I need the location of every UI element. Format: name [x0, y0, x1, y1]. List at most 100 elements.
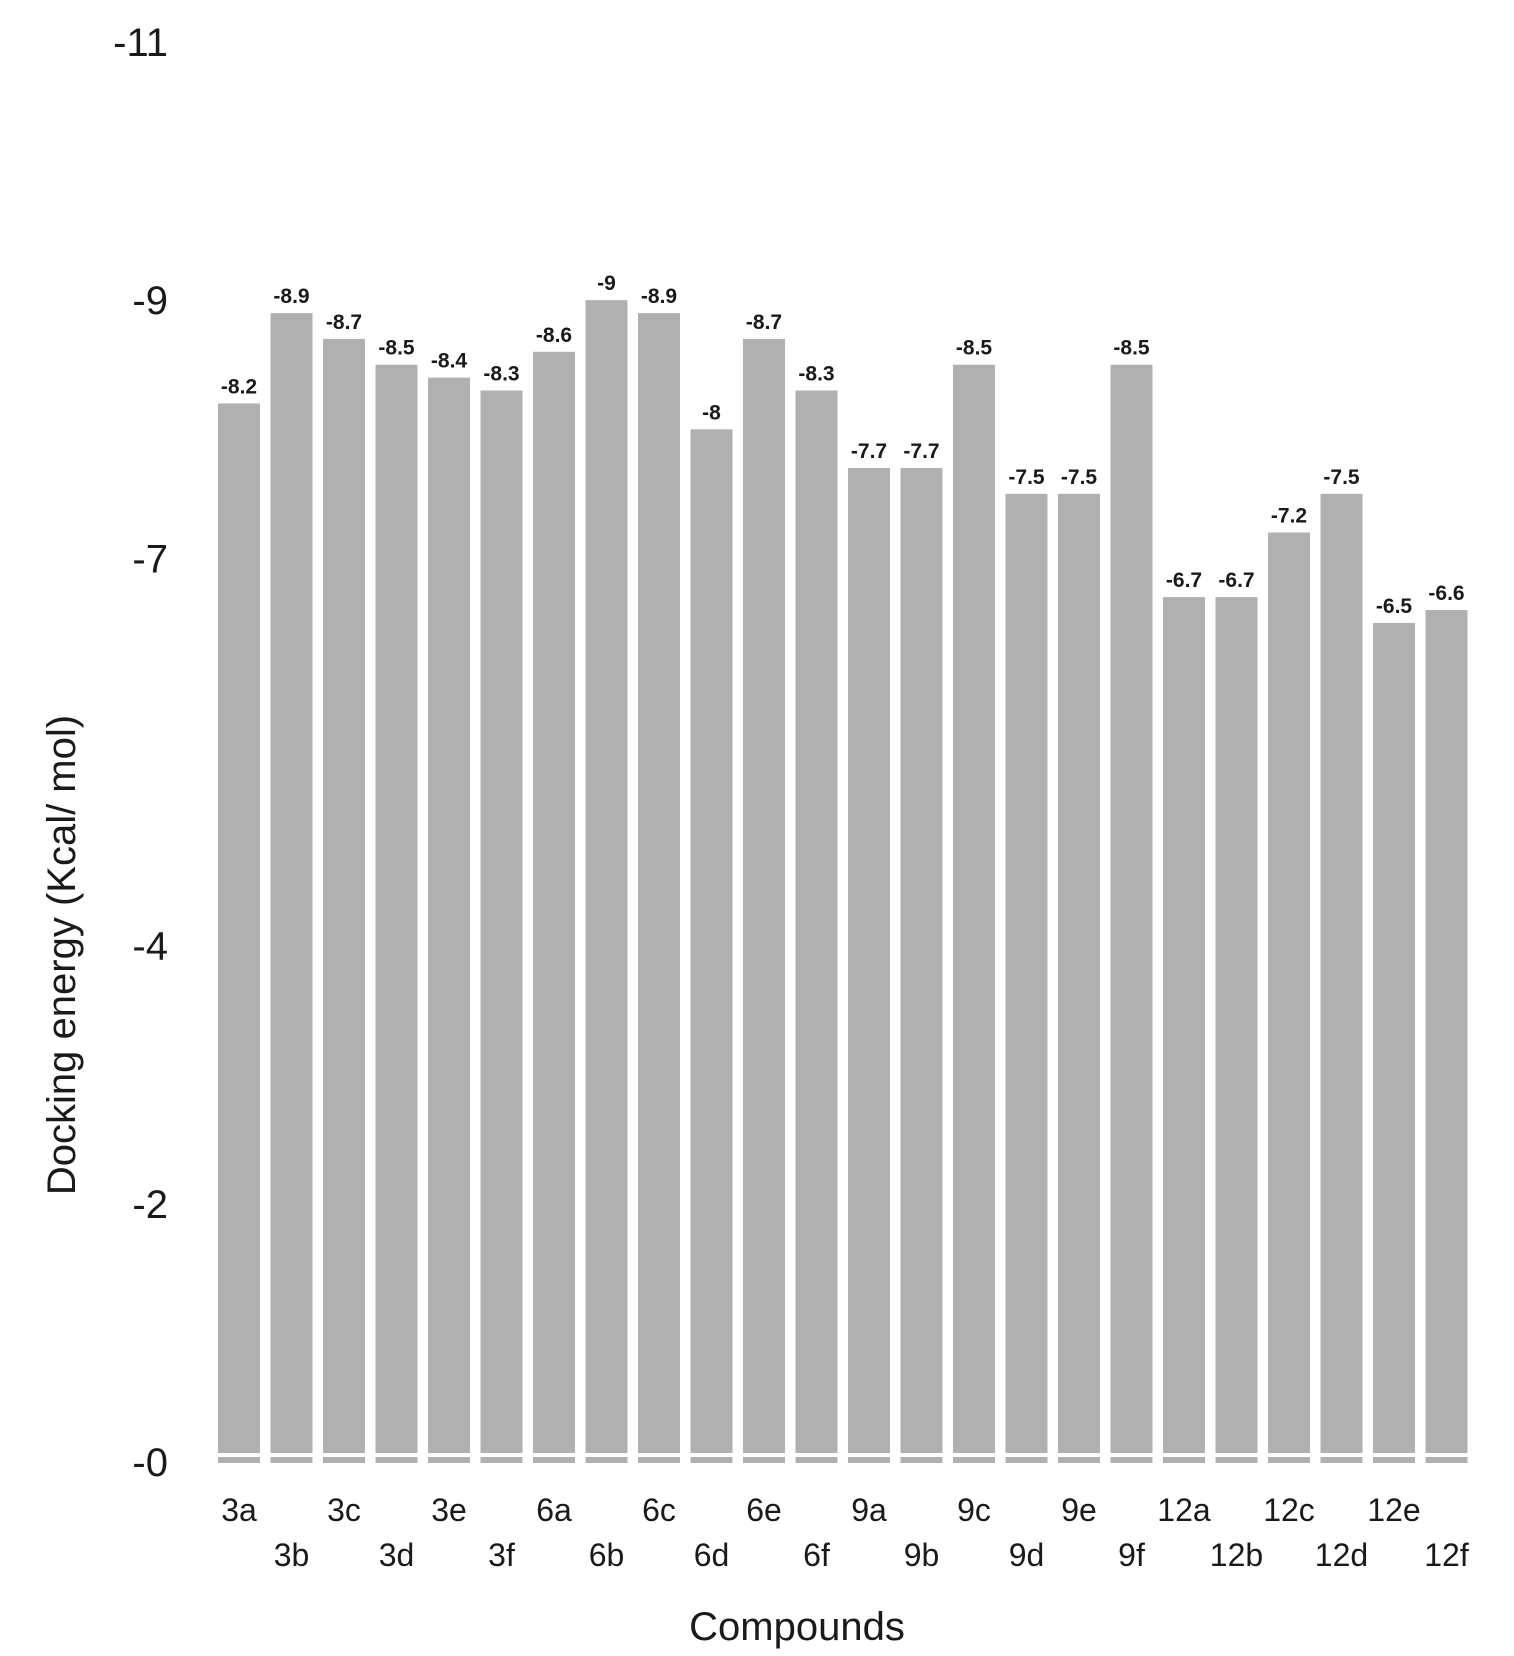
data-label-9e: -7.5 [1061, 466, 1098, 489]
bar-base-9e [1058, 1457, 1100, 1463]
y-tick-label: -0 [132, 1441, 168, 1485]
bar-base-3b [270, 1457, 313, 1463]
bar-base-12b [1215, 1457, 1258, 1463]
bar-base-12a [1163, 1457, 1205, 1463]
bar-base-12c [1268, 1457, 1310, 1463]
data-label-9d: -7.5 [1008, 466, 1045, 489]
bar-6f [795, 390, 838, 1454]
bar-6d [690, 429, 733, 1454]
y-tick-label: -9 [132, 279, 168, 323]
data-label-9a: -7.7 [851, 440, 887, 463]
x-tick-label-12c: 12c [1263, 1492, 1315, 1528]
data-label-3b: -8.9 [273, 285, 309, 308]
bar-9b [900, 468, 943, 1453]
x-tick-label-3c: 3c [327, 1492, 361, 1528]
bar-12f [1425, 610, 1468, 1453]
bar-12e [1373, 622, 1415, 1453]
x-tick-label-9e: 9e [1061, 1492, 1097, 1528]
bar-6b [585, 300, 628, 1453]
bar-base-3e [428, 1457, 470, 1463]
bar-base-3d [375, 1457, 418, 1463]
data-label-6c: -8.9 [641, 285, 677, 308]
x-tick-label-9b: 9b [904, 1537, 940, 1573]
bar-12d [1320, 493, 1363, 1453]
bar-9d [1005, 493, 1048, 1453]
x-tick-label-12a: 12a [1157, 1492, 1211, 1528]
data-label-9c: -8.5 [956, 337, 993, 360]
data-label-6d: -8 [702, 401, 721, 424]
bar-base-3a [218, 1457, 260, 1463]
x-tick-label-9c: 9c [957, 1492, 991, 1528]
data-label-12c: -7.2 [1271, 505, 1307, 528]
bar-base-3c [323, 1457, 365, 1463]
data-label-6f: -8.3 [798, 363, 834, 386]
x-tick-label-12e: 12e [1367, 1492, 1420, 1528]
x-tick-label-12f: 12f [1424, 1537, 1469, 1573]
bar-base-9d [1005, 1457, 1048, 1463]
bar-base-12f [1425, 1457, 1468, 1463]
data-labels-group: -8.2 -8.9 -8.7 -8.5 -8.4 -8.3 -8.6 -9 -8.9 -8 -8.7… [221, 272, 1465, 618]
data-label-3f: -8.3 [483, 363, 519, 386]
x-tick-label-6f: 6f [803, 1537, 830, 1573]
x-tick-label-6c: 6c [642, 1492, 676, 1528]
x-tick-label-12d: 12d [1315, 1537, 1368, 1573]
bar-12a [1163, 597, 1205, 1453]
x-tick-label-3a: 3a [221, 1492, 257, 1528]
bar-base-9a [848, 1457, 890, 1463]
bar-6a [533, 351, 575, 1454]
x-tick-label-6a: 6a [536, 1492, 572, 1528]
x-tick-label-6e: 6e [746, 1492, 782, 1528]
bar-base-3f [480, 1457, 523, 1463]
data-label-12b: -6.7 [1218, 569, 1254, 592]
data-label-12a: -6.7 [1166, 569, 1202, 592]
data-label-6e: -8.7 [746, 311, 782, 334]
bar-6c [638, 313, 680, 1453]
bar-base-6f [795, 1457, 838, 1463]
x-tick-label-3e: 3e [431, 1492, 467, 1528]
bar-3e [428, 377, 470, 1453]
bar-base-6a [533, 1457, 575, 1463]
data-label-3e: -8.4 [431, 350, 468, 373]
data-label-6b: -9 [597, 272, 616, 295]
y-axis-ticks: -0 -2 -4 -7 -9 -11 [113, 21, 168, 1485]
bar-base-6c [638, 1457, 680, 1463]
bar-6e [743, 338, 785, 1454]
x-axis-title: Compounds [689, 1605, 905, 1649]
data-label-9f: -8.5 [1113, 337, 1150, 360]
data-label-3d: -8.5 [378, 337, 415, 360]
bar-3a [218, 403, 260, 1453]
bar-base-9c [953, 1457, 995, 1463]
bar-base-9f [1110, 1457, 1153, 1463]
bar-9a [848, 468, 890, 1453]
data-label-12e: -6.5 [1376, 595, 1413, 618]
bar-3b [270, 313, 313, 1453]
x-tick-label-9f: 9f [1118, 1537, 1145, 1573]
y-axis-title: Docking energy (Kcal/ mol) [40, 715, 84, 1195]
x-tick-label-9d: 9d [1009, 1537, 1045, 1573]
bar-3c [323, 338, 365, 1454]
data-label-12f: -6.6 [1428, 582, 1464, 605]
x-tick-label-6b: 6b [589, 1537, 625, 1573]
data-label-9b: -7.7 [903, 440, 939, 463]
bar-base-6e [743, 1457, 785, 1463]
data-label-3c: -8.7 [326, 311, 362, 334]
y-tick-label: -4 [132, 925, 168, 969]
data-label-3a: -8.2 [221, 375, 257, 398]
data-label-6a: -8.6 [536, 324, 572, 347]
x-tick-label-3d: 3d [379, 1537, 415, 1573]
bar-base-12d [1320, 1457, 1363, 1463]
x-tick-label-9a: 9a [851, 1492, 887, 1528]
x-tick-label-12b: 12b [1210, 1537, 1263, 1573]
x-tick-label-6d: 6d [694, 1537, 730, 1573]
bar-base-9b [900, 1457, 943, 1463]
baseline-group [218, 1457, 1468, 1463]
bar-3d [375, 364, 418, 1453]
bar-9e [1058, 493, 1100, 1453]
x-tick-label-3b: 3b [274, 1537, 310, 1573]
x-tick-label-3f: 3f [488, 1537, 515, 1573]
bar-12c [1268, 532, 1310, 1453]
bar-base-6b [585, 1457, 628, 1463]
data-label-12d: -7.5 [1323, 466, 1360, 489]
